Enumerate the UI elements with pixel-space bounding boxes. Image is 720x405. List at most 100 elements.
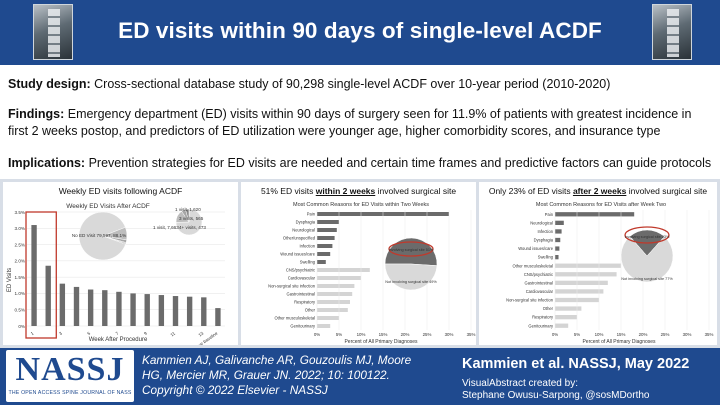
bar-week-13 xyxy=(201,297,207,326)
bar-other xyxy=(555,306,582,311)
x-tick-label: 35% xyxy=(467,332,476,337)
x-tick-label: 0% xyxy=(552,332,558,337)
category-label: Respiratory xyxy=(532,315,554,320)
bar-wound-issues-care xyxy=(317,252,331,256)
category-label: Gastrointestinal xyxy=(287,292,316,297)
within-two-weeks-chart: Most Common Reasons for ED Visits within… xyxy=(268,202,476,345)
after-two-weeks-caption: Only 23% of ED visits after 2 weeks invo… xyxy=(479,186,717,196)
x-tick-label: 13 xyxy=(197,330,204,337)
bar-other xyxy=(317,308,348,312)
category-label: Infection xyxy=(300,244,316,249)
bar-genitourinary xyxy=(555,323,569,328)
xray-image-right xyxy=(652,4,692,60)
logo-text: NASSJ xyxy=(15,351,125,388)
bar-cns-psychiatric xyxy=(317,268,370,272)
bar-week-3 xyxy=(59,283,66,326)
bar-dysphagia xyxy=(317,220,339,224)
after-two-weeks-panel: Only 23% of ED visits after 2 weeks invo… xyxy=(479,182,717,345)
x-tick-label: 20% xyxy=(639,332,648,337)
category-label: Pain xyxy=(307,212,316,217)
bar-week-1 xyxy=(31,225,37,326)
category-label: Neurological xyxy=(530,220,553,225)
pie-label-d: 4+ visits, 473 xyxy=(179,225,206,230)
category-label: Other xyxy=(543,306,554,311)
category-label: Dysphagia xyxy=(296,220,316,225)
y-tick-label: 0% xyxy=(18,324,25,329)
bar-week-1 year baseline xyxy=(215,308,221,326)
weekly-chart-xlabel: Week After Procedure xyxy=(89,337,148,343)
within-caption-post: involved surgical site xyxy=(375,186,457,196)
bar-other-musculoskeletal xyxy=(317,316,339,320)
bar-wound-issues-care xyxy=(555,246,560,251)
category-label: Other musculoskeletal xyxy=(513,263,554,268)
bar-week-11 xyxy=(172,296,179,326)
study-design-text: Study design: Cross-sectional database s… xyxy=(8,76,712,93)
implications-body: Prevention strategies for ED visits are … xyxy=(88,156,712,170)
within-caption-pre: 51% ED visits xyxy=(260,186,316,196)
findings-text: Findings: Emergency department (ED) visi… xyxy=(8,106,712,140)
bar-pain xyxy=(555,212,635,217)
findings-label: Findings: xyxy=(8,107,65,121)
pie-label-c: 3 visits, 565 xyxy=(179,216,204,221)
weekly-chart-ylabel: ED Visits xyxy=(7,268,13,292)
after-chart-xlabel: Percent of All Primary Diagnoses xyxy=(582,339,656,345)
highlight-ring-surgical-site xyxy=(388,241,434,257)
bar-week-4 xyxy=(73,286,80,326)
x-tick-label: 30% xyxy=(445,332,454,337)
y-tick-label: 2.0% xyxy=(15,259,25,264)
within-pie-out-label: Not involving surgical site 49% xyxy=(385,280,437,284)
x-tick-label: 3 xyxy=(58,330,63,336)
weekly-visits-panel: Weekly ED visits following ACDF Weekly E… xyxy=(3,182,238,345)
after-chart-title: Most Common Reasons for ED Visits after … xyxy=(536,202,666,208)
bar-week-9 xyxy=(144,294,150,326)
x-tick-label: 10% xyxy=(357,332,366,337)
within-chart-xlabel: Percent of All Primary Diagnoses xyxy=(344,339,418,345)
after-caption-bold: after 2 weeks xyxy=(572,186,627,196)
bar-neurological xyxy=(317,228,337,232)
bar-infection xyxy=(317,244,333,248)
citation-line-1: Kammien AJ, Galivanche AR, Gouzoulis MJ,… xyxy=(142,353,412,367)
bar-respiratory xyxy=(317,300,350,304)
highlight-box-first-two-weeks xyxy=(25,211,57,339)
bar-week-6 xyxy=(102,290,108,326)
x-tick-label: 25% xyxy=(661,332,670,337)
x-tick-label: 9 xyxy=(143,330,148,336)
within-chart-title: Most Common Reasons for ED Visits within… xyxy=(293,202,429,208)
y-tick-label: 1.0% xyxy=(15,291,25,296)
bar-genitourinary xyxy=(317,324,331,328)
g2-pie-slice xyxy=(384,263,438,291)
within-two-weeks-caption: 51% ED visits within 2 weeks involved su… xyxy=(241,186,476,196)
bar-gastrointestinal xyxy=(317,292,353,296)
bar-gastrointestinal xyxy=(555,280,608,285)
after-pie-out-label: Not involving surgical site 77% xyxy=(621,277,673,281)
x-tick-label: 11 xyxy=(169,330,176,337)
x-tick-label: 1 xyxy=(30,330,35,336)
credit-line-1: VisualAbstract created by: xyxy=(462,378,578,389)
bar-week-5 xyxy=(87,289,94,326)
category-label: Other musculoskeletal xyxy=(275,316,316,321)
nassj-logo: NASSJ THE OPEN ACCESS SPINE JOURNAL OF N… xyxy=(6,350,134,402)
credit-line-2: Stephane Owusu-Sarpong, @sosMDortho xyxy=(462,390,650,401)
bar-swelling xyxy=(317,260,326,264)
logo-subtitle: THE OPEN ACCESS SPINE JOURNAL OF NASS xyxy=(8,390,132,396)
bar-neurological xyxy=(555,220,564,225)
weekly-visits-chart: Weekly ED Visits After ACDF ED Visits We… xyxy=(7,203,225,345)
after-caption-post: involved surgical site xyxy=(626,186,708,196)
pie-label-b: 1 visit, 7,663 xyxy=(153,225,179,230)
category-label: Wound issues/care xyxy=(518,246,553,251)
category-label: CNS/psychiatric xyxy=(286,268,315,273)
pie-label-a: 1 visit, 1,620 xyxy=(175,207,201,212)
pie-label-no-visit: No ED Visit 79,597, 88.1% xyxy=(72,233,126,238)
after-pie-in-label: Involving surgical site 23% xyxy=(625,235,670,239)
bar-respiratory xyxy=(555,315,577,320)
category-label: Genitourinary xyxy=(528,323,554,328)
x-tick-label: 0% xyxy=(314,332,320,337)
x-tick-label: 15% xyxy=(379,332,388,337)
citation-line-3: Copyright © 2022 Elsevier - NASSJ xyxy=(142,383,328,397)
x-tick-label: 20% xyxy=(401,332,410,337)
x-tick-label: 5% xyxy=(336,332,342,337)
bar-swelling xyxy=(555,255,559,260)
bar-cardiovascular xyxy=(555,289,604,294)
header-banner: ED visits within 90 days of single-level… xyxy=(0,0,720,65)
bar-non-surgical-site-infection xyxy=(317,284,355,288)
